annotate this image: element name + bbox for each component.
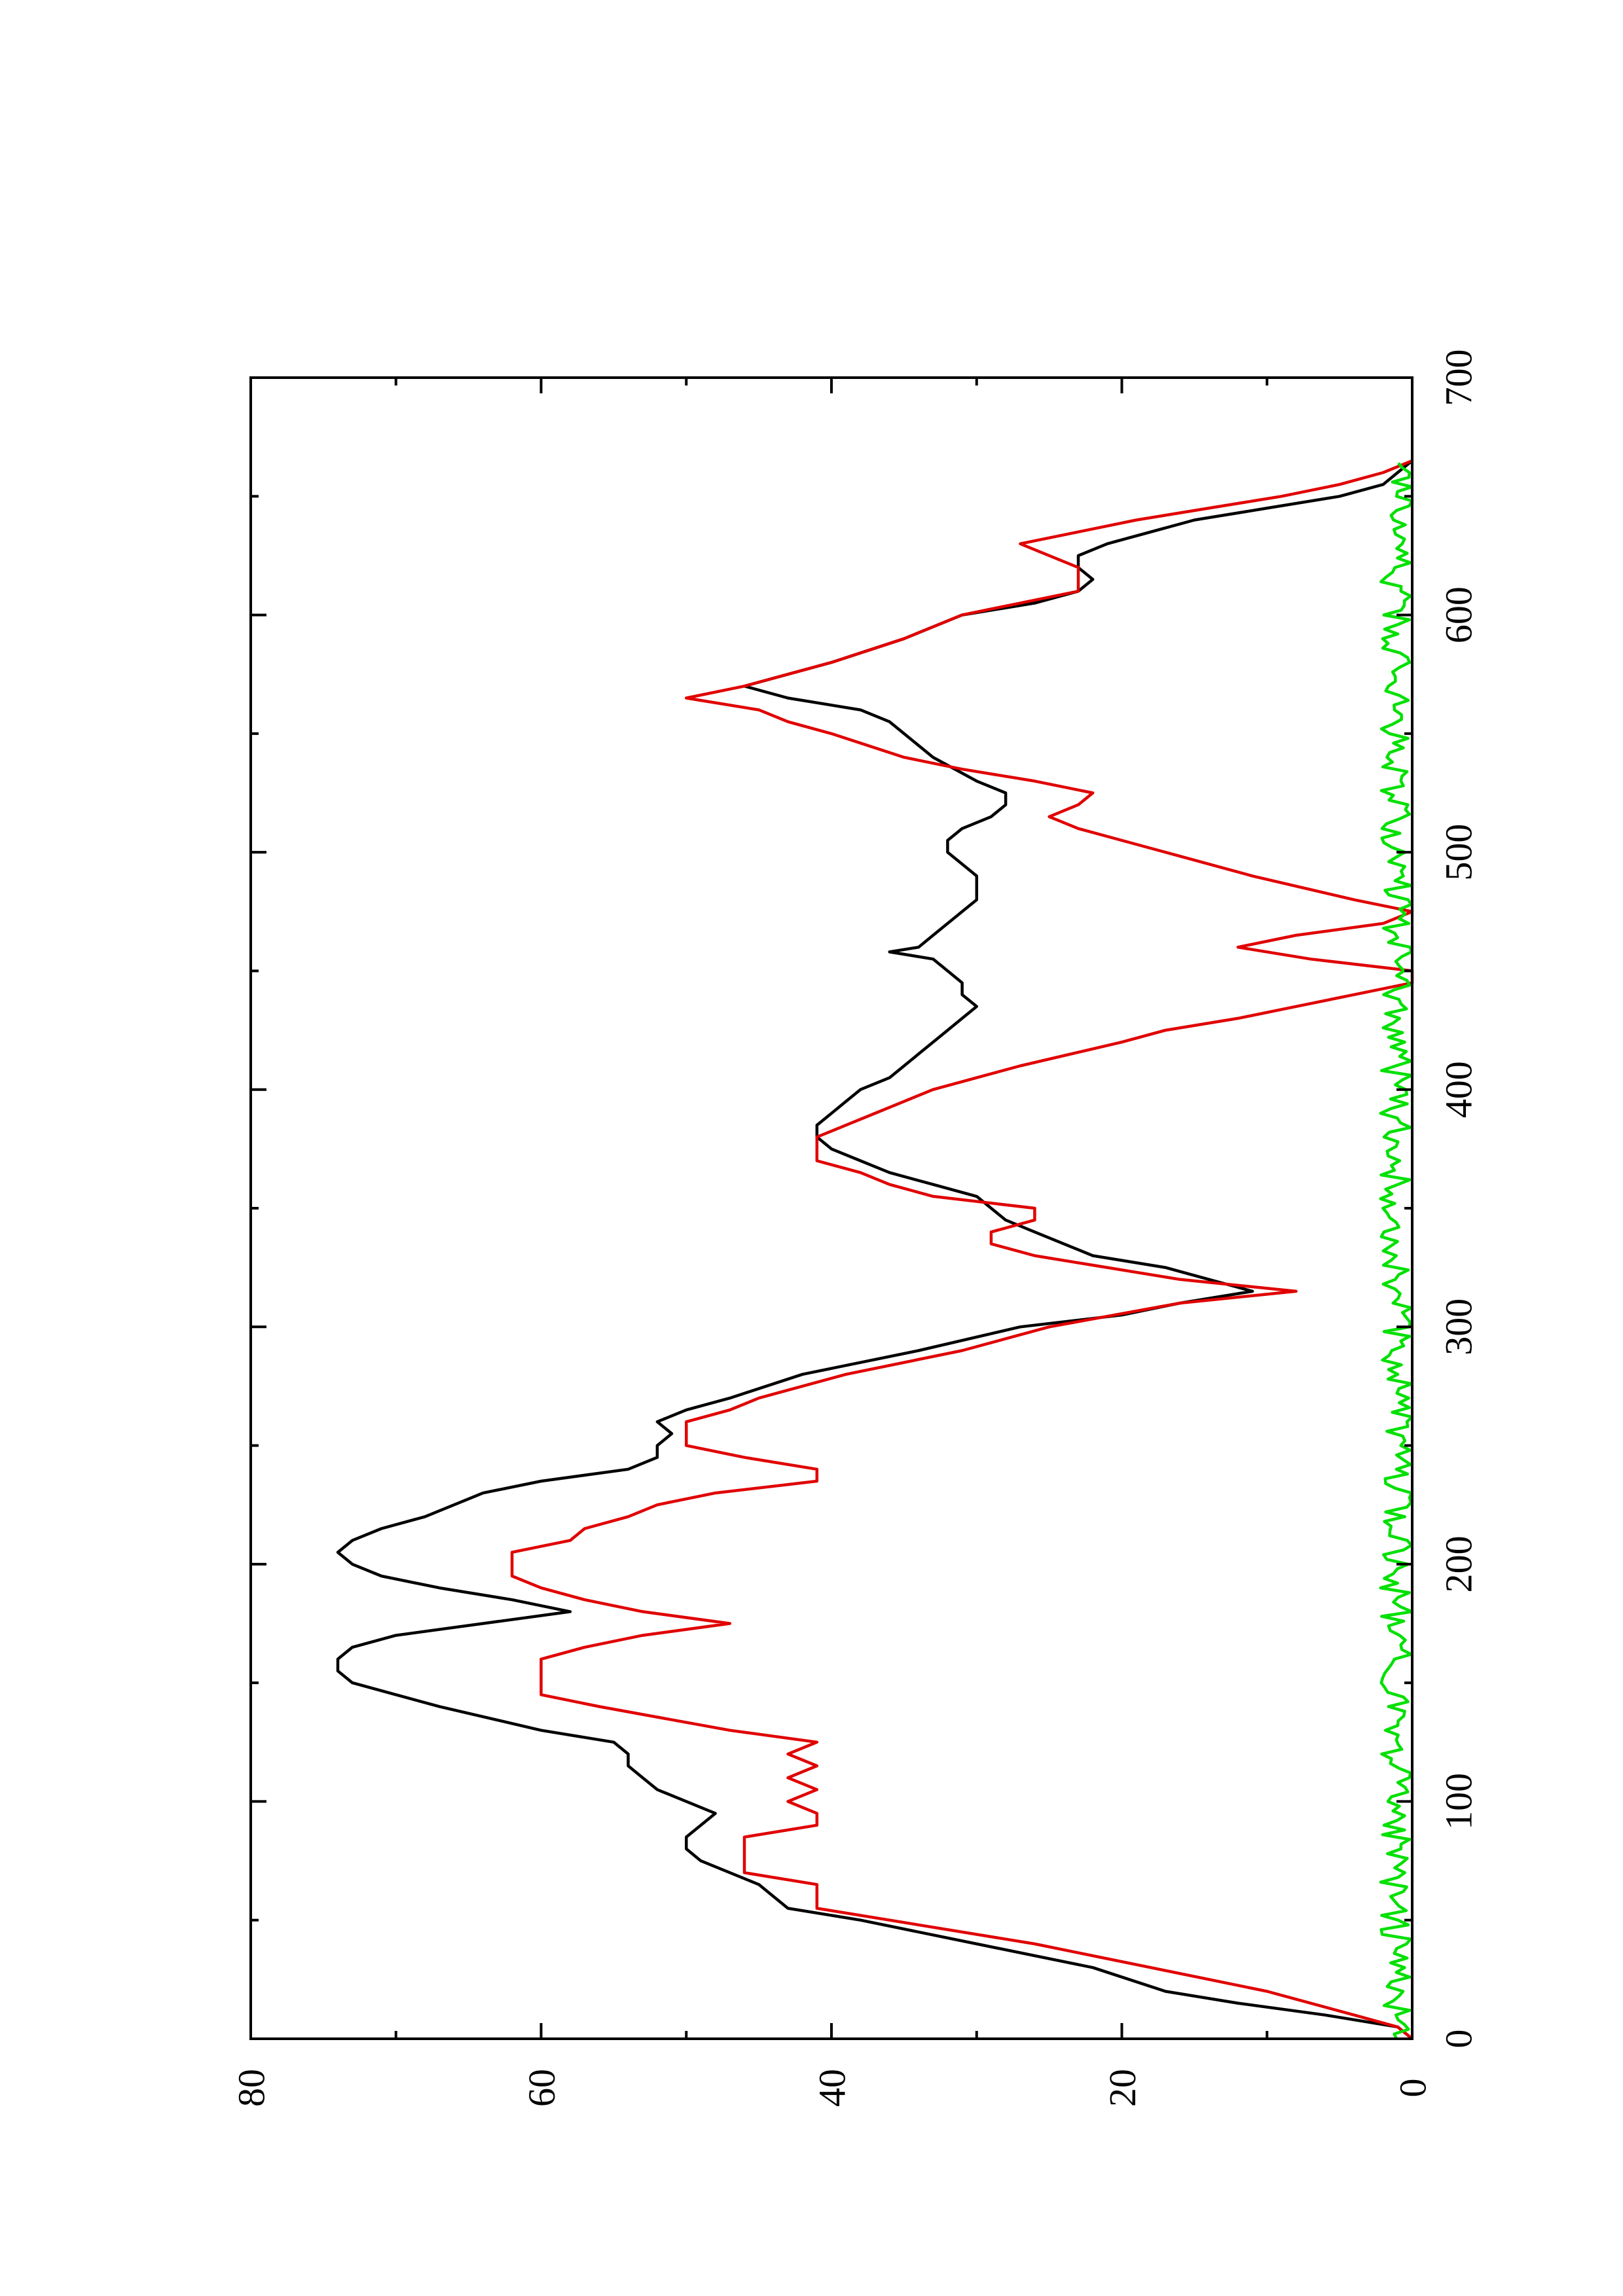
x-tick-label: 600 [1437, 586, 1480, 643]
y-tick-label: 40 [811, 2069, 853, 2107]
y-tick-label: 0 [1391, 2079, 1434, 2098]
x-tick-label: 500 [1437, 824, 1480, 881]
plot-frame [249, 376, 1413, 2040]
x-tick-label: 200 [1437, 1535, 1480, 1592]
series-red-line [510, 459, 1414, 2040]
y-tick-label: 80 [230, 2069, 272, 2107]
x-tick-label: 400 [1437, 1061, 1480, 1118]
series-green-line [1379, 462, 1414, 2039]
y-tick-label: 20 [1101, 2069, 1144, 2107]
series-black-line [336, 459, 1413, 2040]
y-tick-label: 60 [520, 2069, 563, 2107]
x-tick-label: 700 [1437, 350, 1480, 406]
x-tick-label: 100 [1437, 1773, 1480, 1830]
x-tick-label: 0 [1437, 2030, 1480, 2049]
x-tick-label: 300 [1437, 1299, 1480, 1355]
